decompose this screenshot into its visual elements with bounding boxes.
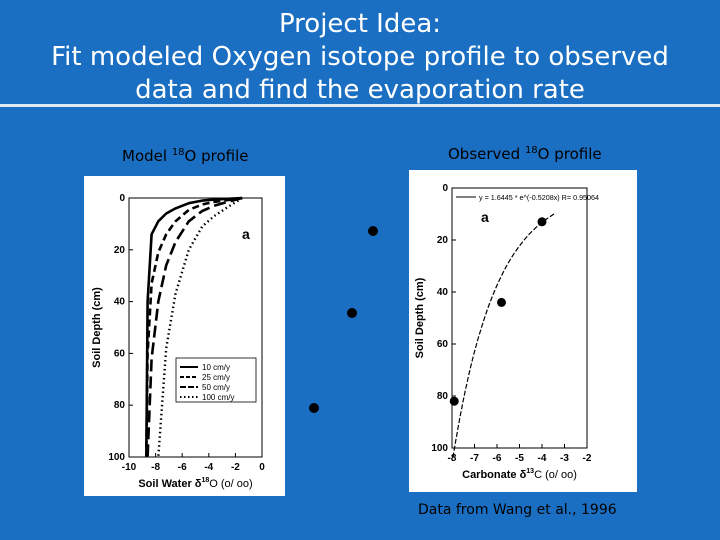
title-line-1: Project Idea:	[278, 9, 442, 39]
legend-entry: 100 cm/y	[202, 393, 234, 402]
data-point-marker	[368, 226, 378, 236]
x-tick-label: -8	[448, 453, 457, 464]
caption-text: O profile	[184, 147, 249, 165]
x-axis-label-unit: C (o/ oo)	[534, 469, 577, 481]
x-tick-label: -6	[178, 462, 187, 473]
y-tick-label: 80	[437, 391, 449, 402]
x-tick-label: -4	[204, 462, 213, 473]
title-line-2: Fit modeled Oxygen isotope profile to ob…	[51, 42, 669, 72]
series-line-50-cm-y	[146, 196, 243, 459]
x-tick-label: -8	[151, 462, 160, 473]
x-axis-label: Carbonate δ13C (o/ oo)	[462, 468, 577, 481]
slide-title: Project Idea: Fit modeled Oxygen isotope…	[0, 8, 720, 107]
y-tick-label: 60	[114, 348, 126, 359]
x-axis-label: Soil Water δ18O (o/ oo)	[138, 477, 252, 490]
y-tick-label: 20	[114, 245, 126, 256]
observed-profile-chart: -8 -7 -6 -5 -4 -3 -2 0 20 40 60 80 100 Soil Depth (cm…	[414, 183, 599, 481]
observed-profile-caption: Observed 18O profile	[448, 145, 602, 163]
x-axis-label-superscript: 18	[201, 477, 209, 484]
data-point	[537, 217, 547, 227]
y-tick-label: 40	[114, 297, 126, 308]
x-tick-label: -7	[470, 453, 479, 464]
fit-curve	[451, 213, 555, 462]
title-line-3: data and find the evaporation rate	[135, 75, 585, 105]
y-tick-label: 100	[108, 452, 125, 463]
series-line-100-cm-y	[157, 196, 243, 458]
y-tick-label: 40	[437, 287, 449, 298]
title-divider	[0, 104, 720, 107]
y-axis-label: Soil Depth (cm)	[91, 287, 103, 368]
model-profile-figure: -10 -8 -6 -4 -2 0 0 20 40 60 80 100 Soil Depth (cm) S…	[84, 176, 285, 496]
x-tick-label: -2	[583, 453, 592, 464]
plot-frame	[451, 187, 588, 449]
x-axis-label-main: Carbonate δ	[462, 469, 526, 481]
series-line-10-cm-y	[145, 196, 243, 458]
panel-label: a	[481, 209, 489, 225]
observed-profile-figure: -8 -7 -6 -5 -4 -3 -2 0 20 40 60 80 100 Soil Depth (cm…	[409, 170, 637, 492]
x-tick-label: -4	[538, 453, 547, 464]
data-point	[449, 396, 459, 406]
caption-text: Observed	[448, 145, 525, 163]
x-tick-label: -10	[122, 462, 137, 473]
legend-box	[175, 357, 257, 403]
data-point-marker	[309, 403, 319, 413]
x-tick-label: 0	[259, 462, 265, 473]
source-note: Data from Wang et al., 1996	[418, 502, 617, 518]
data-point-marker	[347, 308, 357, 318]
panel-label: a	[242, 226, 250, 242]
model-profile-chart: -10 -8 -6 -4 -2 0 0 20 40 60 80 100 Soil Depth (cm) S…	[91, 193, 265, 490]
y-tick-label: 60	[437, 339, 449, 350]
plot-frame	[128, 197, 263, 458]
x-axis-label-unit: O (o/ oo)	[209, 478, 252, 490]
caption-text: O profile	[537, 145, 602, 163]
model-profile-caption: Model 18O profile	[122, 147, 249, 165]
legend-entry: 50 cm/y	[202, 383, 230, 392]
x-tick-label: -3	[560, 453, 569, 464]
data-point	[497, 297, 506, 307]
y-tick-label: 0	[442, 183, 448, 194]
y-tick-label: 80	[114, 400, 126, 411]
x-axis-label-main: Soil Water δ	[138, 478, 201, 490]
caption-superscript: 18	[171, 147, 185, 158]
x-tick-label: -6	[493, 453, 502, 464]
y-tick-label: 20	[437, 235, 449, 246]
legend-entry: 25 cm/y	[202, 373, 230, 382]
series-line-25-cm-y	[145, 196, 243, 458]
caption-superscript: 18	[524, 145, 538, 156]
y-tick-label: 100	[431, 443, 448, 454]
y-tick-label: 0	[119, 193, 125, 204]
legend-entry: 10 cm/y	[202, 363, 230, 372]
fit-equation: y = 1.6445 * e^(-0.5208x) R= 0.95064	[479, 193, 599, 202]
y-axis-label: Soil Depth (cm)	[414, 277, 426, 358]
x-tick-label: -2	[231, 462, 240, 473]
caption-text: Model	[122, 147, 172, 165]
x-tick-label: -5	[515, 453, 524, 464]
x-axis-label-superscript: 13	[526, 468, 534, 475]
